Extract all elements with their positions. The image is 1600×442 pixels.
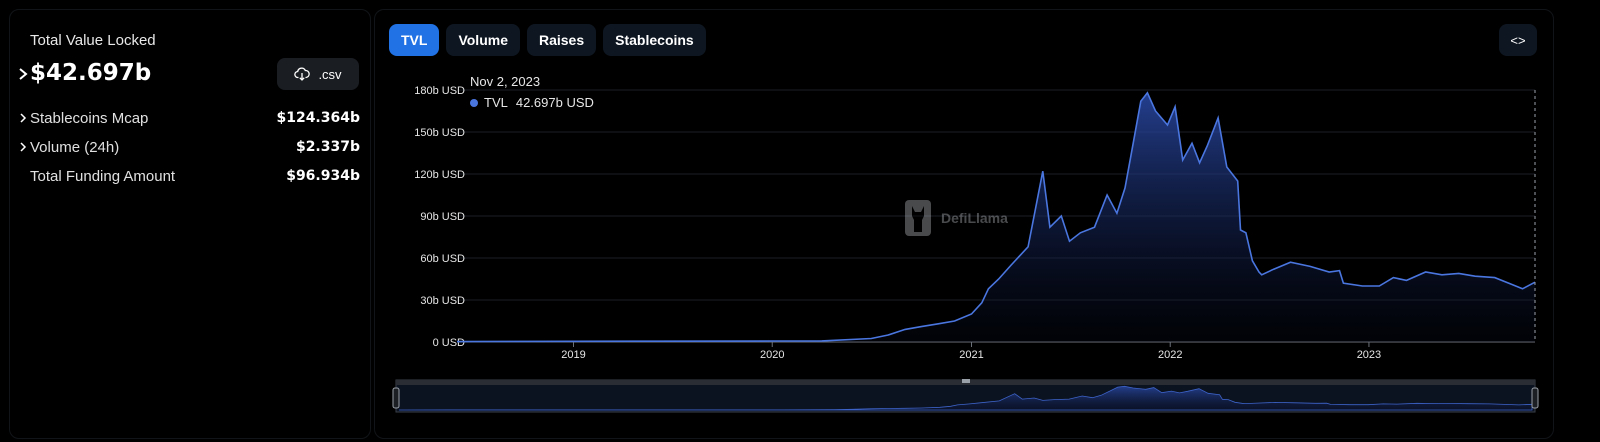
csv-label: .csv [318,66,342,82]
tvl-value: $42.697b [30,60,152,86]
chevron-right-icon[interactable] [18,112,28,124]
stat-value: $96.934b [286,168,360,184]
llama-logo-icon [905,200,931,236]
tab-tvl[interactable]: TVL [389,24,440,56]
tab-raises[interactable]: Raises [526,24,597,56]
watermark: DefiLlama [903,198,1008,238]
tvl-label: Total Value Locked [30,32,156,49]
embed-code-button[interactable]: <> [1499,24,1537,56]
cloud-download-icon [294,67,311,81]
tooltip-series-name: TVL [484,95,508,110]
chevron-right-icon[interactable] [16,64,30,84]
stat-label: Volume (24h) [30,138,120,156]
tab-volume[interactable]: Volume [446,24,520,56]
tooltip-date: Nov 2, 2023 [470,74,541,89]
stat-row-stablecoins[interactable]: Stablecoins Mcap $124.364b [30,107,360,129]
series-dot [470,98,478,107]
tooltip-value: 42.697b USD [515,95,594,110]
chevron-right-icon[interactable] [18,141,28,153]
download-csv-button[interactable]: .csv [277,58,359,90]
watermark-text: DefiLlama [941,210,1008,226]
chart-tabs: TVL Volume Raises Stablecoins [389,24,706,56]
stat-label: Stablecoins Mcap [30,109,149,127]
stat-label: Total Funding Amount [30,167,176,185]
code-icon: <> [1510,32,1526,48]
stat-value: $2.337b [295,139,360,155]
stat-value: $124.364b [276,110,360,126]
stat-row-funding: Total Funding Amount $96.934b [30,165,360,187]
tooltip-series: TVL 42.697b USD [470,95,594,110]
stat-row-volume[interactable]: Volume (24h) $2.337b [30,136,360,158]
tab-stablecoins[interactable]: Stablecoins [603,24,706,56]
summary-panel: Total Value Locked $42.697b .csv Stablec… [9,9,371,439]
